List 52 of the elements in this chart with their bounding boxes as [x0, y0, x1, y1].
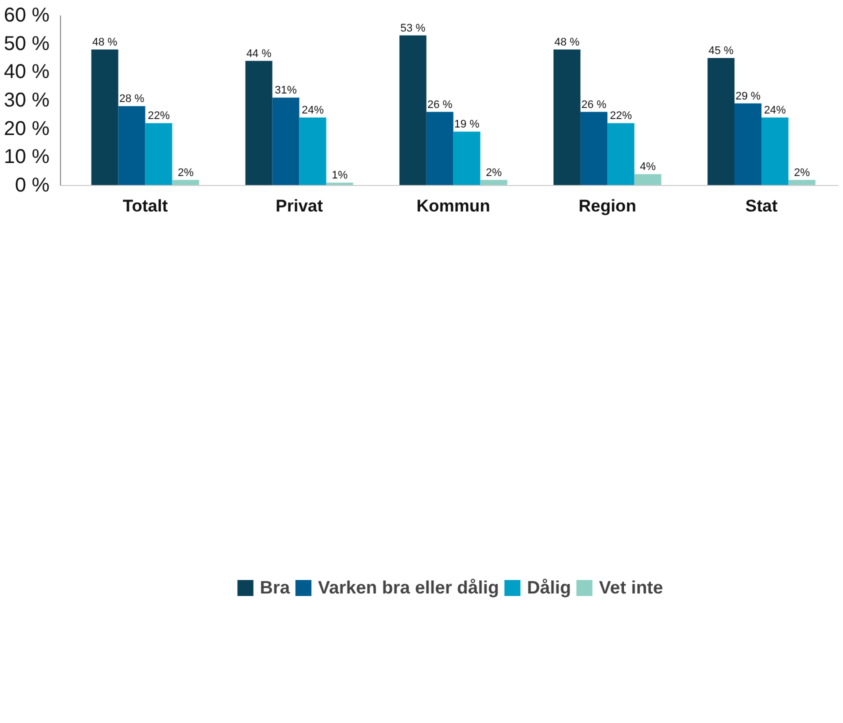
legend-label: Bra [260, 577, 290, 598]
data-label: 45 % [708, 45, 734, 57]
bar [761, 118, 788, 186]
bar [734, 103, 762, 186]
bar [607, 123, 634, 186]
x-tick-label: Totalt [122, 196, 168, 216]
y-tick-label: 0 % [15, 174, 50, 196]
y-tick-label: 60 % [4, 4, 50, 26]
bar [91, 50, 118, 186]
data-label: 26 % [581, 98, 607, 111]
data-label: 31% [274, 84, 298, 97]
data-label: 24% [764, 104, 786, 116]
data-label: 4% [640, 161, 656, 174]
legend-label: Varken bra eller dålig [318, 577, 500, 598]
bar [272, 98, 300, 186]
data-label: 19 % [454, 118, 480, 131]
legend-label: Vet inte [599, 577, 664, 598]
y-tick-label: 10 % [4, 146, 50, 168]
data-label: 48 % [554, 36, 580, 48]
data-label: 48 % [92, 36, 118, 48]
data-label: 2% [794, 166, 810, 179]
bar [580, 112, 608, 186]
data-label: 44 % [246, 48, 272, 60]
bar [399, 35, 426, 186]
bar [118, 106, 146, 186]
y-tick-label: 20 % [4, 118, 50, 140]
bar [634, 174, 662, 186]
bar [453, 132, 480, 186]
bar [708, 58, 735, 186]
bar [553, 50, 580, 186]
data-label: 53 % [400, 22, 426, 34]
y-tick-label: 30 % [4, 90, 50, 112]
data-label: 22% [148, 110, 170, 122]
x-tick-label: Stat [745, 196, 778, 216]
legend-label: Dålig [527, 577, 572, 598]
data-label: 29 % [735, 90, 761, 102]
bar [299, 118, 326, 186]
data-label: 26 % [427, 98, 453, 111]
y-tick-label: 50 % [4, 32, 50, 55]
y-tick-label: 40 % [4, 61, 50, 84]
x-tick-label: Privat [276, 196, 324, 216]
x-tick-label: Region [578, 196, 636, 216]
bar [145, 123, 172, 186]
data-label: 2% [178, 166, 194, 179]
x-tick-label: Kommun [416, 196, 490, 216]
data-label: 28 % [119, 93, 145, 106]
bar [426, 112, 454, 186]
data-label: 24% [302, 104, 324, 116]
bar [245, 60, 272, 186]
data-label: 22% [610, 110, 632, 122]
data-label: 2% [486, 166, 502, 179]
data-label: 1% [332, 170, 348, 182]
